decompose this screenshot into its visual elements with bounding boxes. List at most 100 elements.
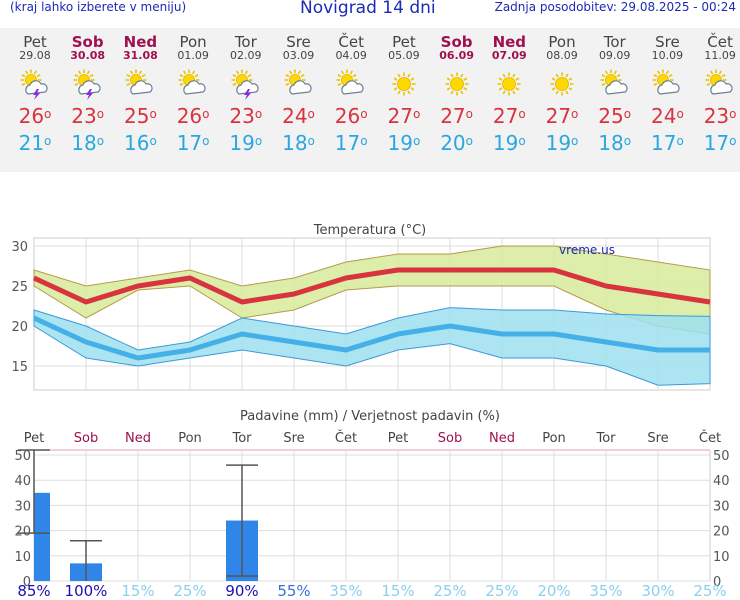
y-tick-label-right: 40	[713, 474, 730, 489]
degree-sign: o	[465, 134, 473, 148]
min-temperature: 17o	[325, 132, 377, 154]
sun-shape	[445, 72, 469, 96]
probability-label: 25%	[485, 582, 518, 600]
min-temperature-line-point	[501, 333, 503, 335]
max-temperature-line-point	[397, 269, 399, 271]
day-date: 03.09	[282, 49, 315, 62]
sun-cloud-icon	[125, 69, 154, 95]
degree-sign: o	[465, 107, 473, 121]
sun-ray	[601, 74, 606, 78]
x-category-label: Ned	[125, 431, 151, 446]
location-menu-hint[interactable]: (kraj lahko izberete v meniju)	[10, 0, 187, 14]
cloud-shape	[130, 80, 154, 95]
max-temperature-value: 23	[229, 104, 255, 128]
sun-ray	[512, 90, 516, 95]
min-temperature-line-point	[605, 341, 607, 343]
min-temperature-line-point	[33, 317, 35, 319]
sun-cloud-icon	[336, 69, 364, 95]
sun-ray	[410, 77, 415, 81]
degree-sign: o	[307, 134, 315, 148]
sun-ray	[459, 90, 464, 95]
max-temperature: 26o	[167, 105, 219, 127]
min-temperature-value: 19	[545, 131, 572, 155]
sun-ray	[33, 70, 37, 75]
sun-ray	[555, 90, 559, 95]
y-tick-label: 0	[23, 575, 31, 590]
sun-ray	[232, 74, 237, 78]
day-date: 08.09	[546, 49, 578, 62]
day-name: Sob	[71, 33, 104, 51]
precipitation-bar	[34, 492, 50, 581]
sun-ray	[446, 77, 451, 81]
day-date: 30.08	[70, 49, 106, 62]
sun-shape	[497, 72, 521, 96]
day-date: 31.08	[122, 49, 158, 62]
day-date: 10.09	[651, 49, 684, 62]
max-temperature: 25o	[589, 105, 641, 127]
min-temperature: 19o	[378, 132, 430, 154]
sun-ray	[337, 82, 342, 86]
sun-ray	[393, 77, 398, 81]
degree-sign: o	[518, 134, 526, 148]
day-column: Čet 04.09 26o 17o	[325, 28, 377, 154]
max-temperature-line-point	[241, 301, 243, 303]
min-temperature-line-point	[189, 349, 191, 351]
sun-cloud-icon	[600, 69, 628, 95]
day-column: Ned 31.08 25o 16o	[114, 28, 166, 154]
day-date: 01.09	[177, 49, 209, 62]
x-category-label: Pet	[388, 431, 408, 446]
sun-ray	[352, 74, 357, 78]
sun-ray	[706, 74, 711, 78]
max-temperature-value: 25	[598, 104, 624, 128]
day-name: Tor	[234, 33, 257, 51]
min-temperature-line-point	[293, 341, 295, 343]
day-date: 09.09	[598, 49, 631, 62]
max-temperature-value: 26	[18, 104, 45, 128]
y-tick-label: 20	[14, 525, 31, 540]
sun-ray	[459, 73, 464, 78]
x-category-label: Sob	[74, 431, 98, 446]
sun-ray	[337, 74, 342, 78]
sun-shape	[550, 72, 574, 96]
max-temperature-line-point	[501, 269, 503, 271]
sun-ray	[551, 77, 556, 81]
sun-ray	[565, 90, 569, 95]
min-temperature-value: 18	[282, 131, 308, 155]
sun-ray	[718, 70, 723, 75]
weather-icon-slot	[167, 67, 219, 101]
sun-ray	[300, 74, 304, 78]
degree-sign: o	[676, 107, 684, 121]
sun-ray	[349, 70, 354, 75]
sun-cloud-icon	[652, 69, 681, 95]
max-temperature: 26o	[9, 105, 61, 127]
probability-label: 30%	[641, 582, 674, 600]
weather-icon-slot	[9, 67, 61, 101]
degree-sign: o	[149, 134, 157, 148]
x-category-label: Ned	[489, 431, 515, 446]
min-temperature: 19o	[483, 132, 535, 154]
sun-ray	[74, 74, 79, 78]
day-column: Sre 03.09 24o 18o	[273, 28, 325, 154]
sun-ray	[397, 73, 401, 78]
weather-icon-slot	[589, 67, 641, 101]
day-name: Ned	[492, 33, 527, 51]
day-date: 06.09	[439, 49, 474, 62]
x-category-label: Tor	[595, 431, 616, 446]
degree-sign: o	[676, 134, 684, 148]
min-temperature-value: 18	[598, 131, 624, 155]
y-tick-label: 30	[14, 499, 31, 514]
x-category-label: Pet	[24, 431, 44, 446]
chart-title: Temperatura (°C)	[313, 223, 426, 238]
degree-sign: o	[202, 134, 210, 148]
cloud-shape	[657, 80, 681, 95]
max-temperature: 25o	[114, 105, 166, 127]
x-category-label: Pon	[542, 431, 566, 446]
max-temperature-line-point	[189, 277, 191, 279]
max-temperature: 27o	[378, 105, 430, 127]
cloud-shape	[604, 80, 628, 95]
weather-icon-slot	[694, 67, 740, 101]
x-category-label: Tor	[231, 431, 252, 446]
sun-ray	[604, 70, 608, 75]
sun-ray	[393, 87, 398, 91]
degree-sign: o	[254, 134, 263, 148]
